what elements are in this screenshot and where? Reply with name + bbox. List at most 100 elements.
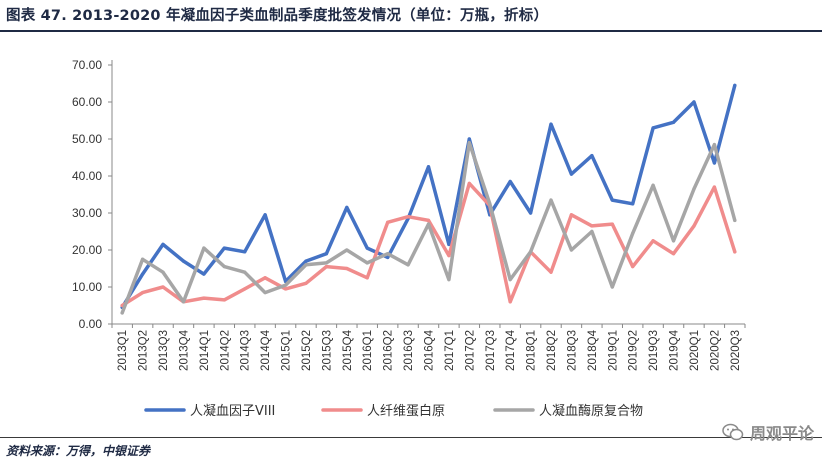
data-point [181,300,186,304]
data-point [733,83,737,87]
legend-label-2: 人纤维蛋白原 [367,403,445,419]
data-point [386,255,390,259]
data-point [712,185,716,189]
data-point [712,161,716,165]
x-tick-label: 2017Q3 [485,330,497,371]
data-point [304,259,308,263]
data-point [345,266,349,271]
data-point [467,137,471,141]
data-point [631,202,635,206]
y-tick-label: 70.00 [72,58,102,72]
data-point [141,257,145,261]
watermark-text: 周观平论 [749,424,814,443]
data-point [651,126,655,130]
data-point [692,187,696,191]
data-point [426,165,431,169]
data-point [406,263,410,267]
data-point [590,154,594,158]
x-tick-label: 2014Q3 [240,330,252,371]
x-tick-label: 2016Q3 [403,330,415,371]
x-tick-label: 2016Q2 [383,330,395,371]
data-point [324,261,329,265]
data-point [222,298,226,302]
y-tick-label: 60.00 [72,95,102,109]
data-point [141,272,145,276]
data-point [447,278,451,282]
data-point [345,205,349,210]
data-point [161,285,165,289]
data-point [692,224,696,228]
x-tick-label: 2013Q4 [178,329,190,371]
data-point [161,270,165,274]
data-point [222,265,226,269]
data-point [549,122,553,126]
data-point [467,181,471,185]
data-point [467,141,471,145]
data-point [651,239,655,243]
data-point [528,211,533,215]
data-point [488,202,492,206]
x-tick-label: 2016Q1 [362,330,374,371]
data-point [222,246,226,250]
x-tick-label: 2018Q4 [587,329,599,371]
data-point [161,242,165,247]
data-point [386,220,390,224]
data-point [508,278,512,282]
data-point [426,218,431,222]
data-point [263,213,267,217]
x-tick-label: 2013Q1 [117,330,129,371]
data-point [447,242,451,247]
x-tick-label: 2015Q3 [321,330,333,371]
x-tick-label: 2015Q4 [342,329,354,371]
x-tick-label: 2016Q4 [424,329,436,371]
data-point [365,246,369,250]
data-point [692,100,696,104]
y-tick-label: 50.00 [72,132,102,146]
data-point [508,300,512,304]
footer-rule [0,437,822,438]
x-tick-label: 2020Q1 [689,330,701,371]
x-tick-label: 2018Q3 [566,330,578,371]
source-note: 资料来源：万得，中银证券 [6,444,151,458]
data-point [202,272,206,276]
x-tick-label: 2015Q2 [301,330,313,371]
data-point [610,222,614,226]
data-point [141,290,145,295]
data-point [590,229,594,234]
x-tick-label: 2015Q1 [281,330,293,371]
legend-label-3: 人凝血酶原复合物 [539,403,643,419]
x-tick-label: 2013Q3 [158,330,170,371]
y-tick-label: 10.00 [72,280,102,294]
data-point [569,172,574,176]
y-tick-label: 30.00 [72,206,102,220]
data-point [120,311,124,315]
data-point [569,248,574,252]
page-title: 图表 47. 2013-2020 年凝血因子类血制品季度批签发情况（单位：万瓶，… [6,8,549,24]
data-point [304,281,308,285]
x-tick-label: 2018Q1 [526,330,538,371]
data-point [590,224,594,228]
y-tick-label: 0.00 [79,317,103,331]
x-tick-label: 2013Q2 [138,330,150,371]
data-point [243,287,247,291]
data-point [386,252,390,256]
data-point [243,270,247,274]
data-point [712,142,716,147]
data-point [549,270,553,274]
data-point [508,179,512,184]
watermark: 周观平论 [722,420,814,444]
data-point [243,250,247,254]
x-tick-label: 2019Q2 [628,330,640,371]
data-point [610,198,614,202]
data-point [733,218,737,222]
title-rule [0,30,822,32]
series-line-2 [120,181,737,308]
data-point [569,213,574,217]
legend-label-1: 人凝血因子VIII [190,403,275,419]
data-point [631,265,635,269]
x-tick-label: 2017Q1 [444,330,456,371]
series-line-1 [120,83,737,310]
data-point [324,265,329,269]
data-point [345,248,349,252]
